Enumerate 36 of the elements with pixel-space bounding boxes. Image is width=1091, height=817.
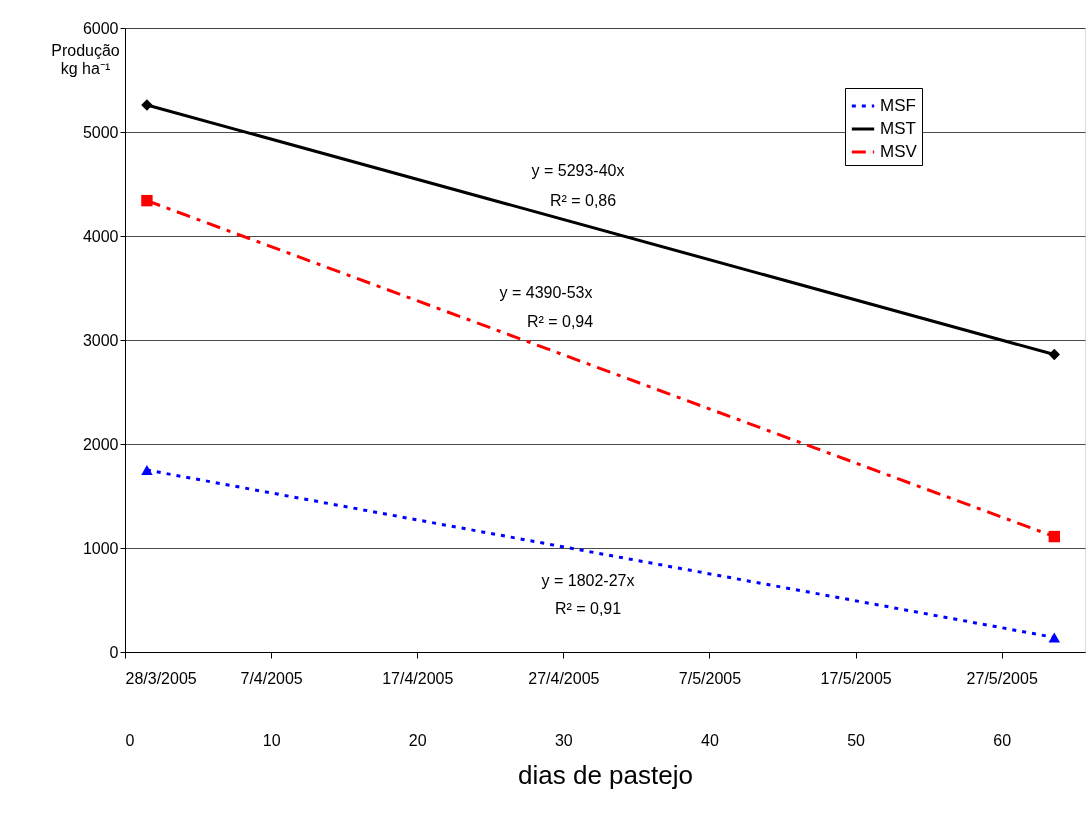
x2-tick-label: 27/5/2005 bbox=[966, 669, 1038, 687]
y-tick-label: 6000 bbox=[82, 19, 119, 37]
y-tick-label: 5000 bbox=[82, 123, 119, 141]
legend-label: MSV bbox=[880, 142, 918, 161]
x2-tick-label: 28/3/2005 bbox=[125, 669, 197, 687]
x-axis-title: dias de pastejo bbox=[518, 759, 693, 790]
x-tick-label: 60 bbox=[993, 731, 1012, 749]
annotation: R² = 0,86 bbox=[549, 192, 617, 209]
point bbox=[141, 99, 153, 111]
annotation: y = 4390-53x bbox=[499, 284, 593, 301]
x-tick-label: 40 bbox=[701, 731, 719, 749]
annotation: R² = 0,91 bbox=[554, 600, 622, 617]
y-axis-title: Produção kg ha⁻¹ bbox=[51, 41, 120, 77]
x2-tick-label: 17/4/2005 bbox=[382, 669, 454, 687]
legend-label: MSF bbox=[880, 96, 916, 115]
y-tick-label: 3000 bbox=[82, 331, 119, 349]
annotation: y = 1802-27x bbox=[541, 572, 635, 589]
x-tick-label: 0 bbox=[125, 731, 135, 749]
y-tick-label: 1000 bbox=[82, 539, 119, 557]
x2-tick-label: 7/4/2005 bbox=[240, 669, 303, 687]
y-tick-label: 0 bbox=[109, 643, 119, 661]
point bbox=[1048, 348, 1061, 361]
x2-tick-label: 17/5/2005 bbox=[820, 669, 892, 687]
point bbox=[1048, 530, 1061, 543]
annotation: y = 5293-40x bbox=[531, 162, 625, 179]
x-tick-label: 10 bbox=[262, 731, 281, 749]
annotation: R² = 0,94 bbox=[526, 313, 594, 330]
point bbox=[141, 194, 153, 207]
y-tick-label: 4000 bbox=[82, 227, 119, 245]
y-tick-label: 2000 bbox=[82, 435, 119, 453]
x2-tick-label: 7/5/2005 bbox=[678, 669, 742, 687]
x-tick-label: 50 bbox=[847, 731, 866, 749]
x2-tick-label: 27/4/2005 bbox=[528, 669, 600, 687]
x-tick-label: 30 bbox=[554, 731, 573, 749]
legend-label: MST bbox=[880, 119, 916, 138]
x-tick-label: 20 bbox=[408, 731, 427, 749]
